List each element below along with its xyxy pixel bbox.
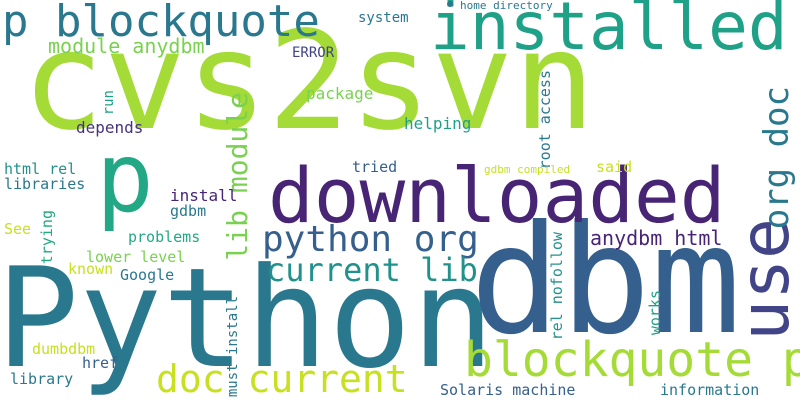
word-libraries: libraries [4, 175, 86, 193]
word-cvs2svn: cvs2svn [22, 3, 596, 161]
word-downloaded: downloaded [268, 151, 726, 240]
word-rel-nofollow: rel nofollow [548, 232, 566, 341]
word-trying: trying [38, 210, 56, 265]
word-lib-module: lib module [221, 92, 254, 261]
word-install: install [170, 186, 238, 205]
word-see: See [4, 220, 32, 238]
word-org-doc: org doc [757, 86, 797, 230]
word-run: run [101, 90, 117, 116]
word-root-access: root access [536, 70, 554, 170]
word-anydbm-html: anydbm html [590, 226, 723, 250]
word-current-lib: current lib [266, 251, 478, 289]
word-doc-current: doc current [156, 357, 408, 400]
word-python-org: python org [262, 219, 479, 260]
word-p: p [96, 122, 154, 234]
word-gdbm: gdbm [170, 202, 207, 220]
word-lower-level: lower level [86, 248, 186, 266]
bullet-dot [447, 1, 453, 7]
word-python: Python [0, 238, 495, 399]
word-blockquote-p: blockquote p [464, 332, 800, 388]
word-installed: installed [430, 0, 788, 65]
word-href: href [82, 354, 119, 372]
word-gdbm-compiled: gdbm compiled [484, 163, 571, 176]
word-google: Google [120, 266, 175, 284]
word-library: library [10, 370, 74, 388]
word-html-rel: html rel [4, 160, 77, 178]
word-dbm: dbm [470, 194, 741, 368]
word-depends: depends [76, 118, 144, 137]
word-p-blockquote: p blockquote [2, 0, 320, 47]
word-package: package [306, 84, 374, 103]
word-said: said [596, 158, 633, 176]
word-dumbdbm: dumbdbm [32, 340, 96, 358]
word-works: works [646, 290, 664, 336]
word-use: use [726, 218, 800, 341]
word-system: system [358, 10, 409, 26]
word-must-install: must install [225, 296, 241, 398]
word-solaris-machine: Solaris machine [440, 381, 576, 399]
word-helping: helping [404, 114, 472, 133]
word-known: known [68, 260, 114, 278]
word-information: information [660, 381, 760, 399]
word-error: ERROR [292, 45, 335, 61]
word-tried: tried [352, 158, 398, 176]
word-problems: problems [128, 228, 201, 246]
word-home-directory: home directory [460, 0, 553, 12]
word-module-anydbm: module anydbm [48, 34, 205, 58]
